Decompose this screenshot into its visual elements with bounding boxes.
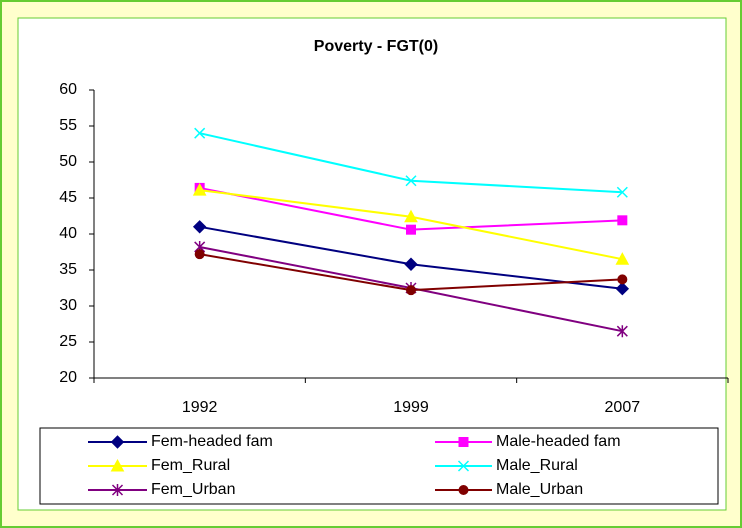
marker [457,460,470,472]
x-tick-label: 1992 [182,399,218,416]
marker [404,209,418,223]
legend-label: Fem_Urban [151,481,235,498]
marker [458,437,469,447]
marker [406,224,416,235]
y-tick-label: 25 [59,333,77,350]
chart-title: Poverty - FGT(0) [314,38,438,55]
y-tick-label: 20 [59,369,77,386]
marker [110,435,125,449]
marker [404,257,418,271]
marker [192,183,207,196]
marker [192,220,207,234]
y-tick-label: 35 [59,261,77,278]
legend-label: Male_Rural [496,457,578,474]
marker [458,485,469,495]
marker [111,484,124,496]
legend-label: Male_Urban [496,481,583,498]
legend-label: Fem-headed fam [151,433,273,450]
marker [615,252,630,265]
x-tick-label: 2007 [605,399,641,416]
legend-label: Male-headed fam [496,433,621,450]
marker [110,458,125,472]
y-tick-label: 45 [59,189,77,206]
y-tick-label: 55 [59,117,77,134]
legend [39,427,719,505]
marker [617,274,628,285]
marker [617,215,628,226]
y-tick-label: 40 [59,225,77,242]
marker [406,285,416,296]
marker [194,249,205,260]
marker [405,175,417,187]
y-tick-label: 60 [59,81,77,98]
marker [615,282,630,296]
marker [616,325,628,338]
y-tick-label: 50 [59,153,77,170]
marker [194,127,206,139]
x-tick-label: 1999 [393,399,429,416]
legend-label: Fem_Rural [151,457,230,474]
y-tick-label: 30 [59,297,77,314]
marker [616,186,628,198]
